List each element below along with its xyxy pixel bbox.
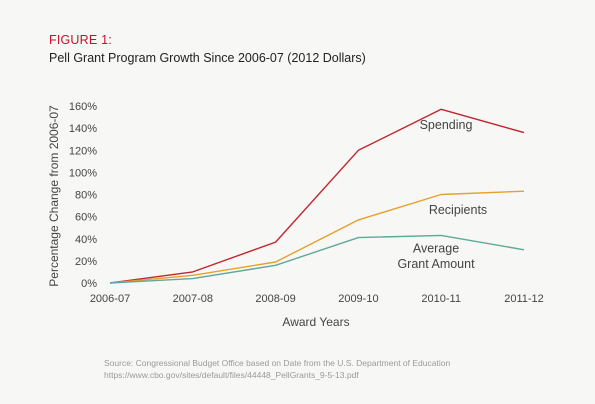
x-tick-label: 2007-08 — [173, 293, 213, 305]
source-url: https://www.cbo.gov/sites/default/files/… — [104, 370, 359, 380]
y-axis-label: Percentage Change from 2006-07 — [47, 105, 61, 287]
y-tick-label: 160% — [69, 101, 97, 113]
y-tick-label: 40% — [75, 234, 97, 246]
series-lines — [109, 108, 525, 284]
series-line-recipients — [109, 190, 525, 284]
series-line-average-grant-amount — [109, 234, 525, 284]
y-tick-label: 60% — [75, 212, 97, 224]
series-annotation: Recipients — [429, 203, 487, 217]
x-tick-label: 2011-12 — [504, 293, 544, 305]
x-axis-label: Award Years — [282, 315, 349, 329]
series-annotation: Grant Amount — [397, 257, 475, 271]
y-tick-label: 140% — [69, 123, 97, 135]
y-axis-ticks: 0% 20% 40% 60% 80% 100% 120% 140% 160% — [69, 101, 97, 290]
x-tick-label: 2008-09 — [255, 293, 295, 305]
y-tick-label: 80% — [75, 190, 97, 202]
source-line-1: Source: Congressional Budget Office base… — [104, 358, 451, 368]
chart-title: Pell Grant Program Growth Since 2006-07 … — [49, 51, 366, 65]
series-line-spending — [109, 108, 525, 284]
x-tick-label: 2006-07 — [90, 293, 130, 305]
x-tick-label: 2009-10 — [338, 293, 378, 305]
x-tick-label: 2010-11 — [421, 293, 461, 305]
y-tick-label: 100% — [69, 167, 97, 179]
figure-label: FIGURE 1: — [49, 33, 112, 47]
series-annotation: Average — [413, 242, 459, 256]
x-axis-ticks: 2006-07 2007-08 2008-09 2009-10 2010-11 2011-… — [90, 293, 544, 305]
y-tick-label: 0% — [81, 278, 97, 290]
series-annotation: Spending — [420, 118, 473, 132]
y-tick-label: 20% — [75, 256, 97, 268]
y-tick-label: 120% — [69, 145, 97, 157]
source-note: Source: Congressional Budget Office base… — [104, 357, 450, 381]
